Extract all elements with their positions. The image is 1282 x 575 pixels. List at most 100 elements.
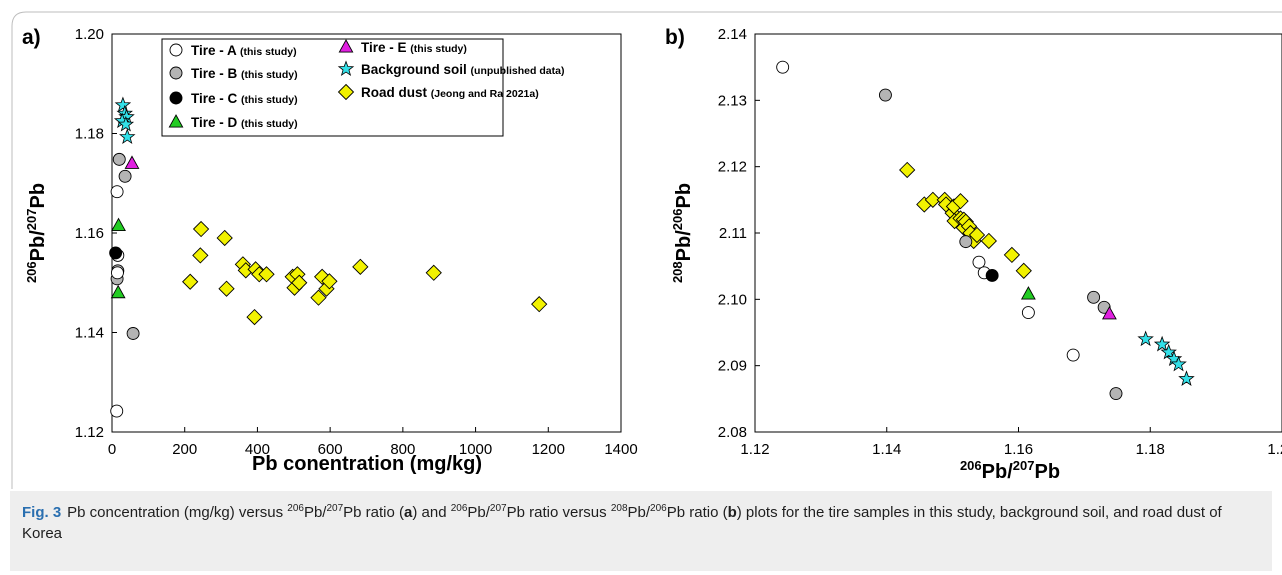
caption-text-9: ) plots for the tire samples in this stu… bbox=[22, 504, 1222, 542]
a-point-tireB bbox=[126, 327, 140, 340]
panel-b-y-axis-title-mid: Pb/ bbox=[673, 230, 695, 262]
b-point-dust bbox=[899, 161, 916, 179]
b-point-soil bbox=[1178, 370, 1195, 386]
a-point-dust bbox=[258, 266, 275, 283]
caption-text-4: ) and bbox=[412, 504, 451, 521]
a-point-soil bbox=[119, 128, 136, 144]
legend-label-tireB: Tire - B (this study) bbox=[191, 66, 298, 81]
b-y-tick-label: 2.11 bbox=[719, 225, 747, 242]
panel-a-x-axis-title: Pb conentration (mg/kg) bbox=[252, 453, 482, 475]
b-point-soil bbox=[1170, 355, 1187, 372]
legend-marker-dust bbox=[337, 83, 355, 101]
a-x-tick-label: 1200 bbox=[532, 441, 565, 458]
a-point-dust bbox=[218, 280, 235, 297]
a-y-tick-label: 1.18 bbox=[75, 126, 104, 143]
a-point-tireD bbox=[111, 217, 126, 232]
panel-a-y-axis: 1.12 1.14 1.16 1.18 1.20 bbox=[75, 26, 117, 441]
a-point-dust bbox=[291, 274, 308, 291]
b-point-dust bbox=[1003, 246, 1021, 264]
panel-b-x-axis-title-mid: Pb/ bbox=[982, 461, 1014, 483]
b-point-tireB bbox=[1109, 387, 1123, 400]
b-y-tick-label: 2.12 bbox=[718, 159, 747, 176]
caption-sup-2: 207 bbox=[326, 503, 344, 514]
a-y-tick-label: 1.16 bbox=[75, 225, 104, 242]
b-point-tireA bbox=[1066, 348, 1080, 362]
caption-text-2: Pb/ bbox=[303, 504, 327, 521]
panel-a-y-axis-title-sup2: 207 bbox=[24, 209, 39, 231]
caption-text-5: Pb/ bbox=[467, 504, 490, 521]
legend-label-note: (unpublished data) bbox=[471, 65, 565, 77]
a-point-tireA bbox=[111, 266, 124, 280]
a-point-dust bbox=[192, 220, 210, 238]
legend-marker-tireE bbox=[338, 39, 354, 53]
caption-text-7: Pb/ bbox=[627, 504, 651, 521]
b-y-tick-label: 2.09 bbox=[718, 358, 747, 375]
legend-label-name: Tire - E bbox=[361, 40, 410, 55]
a-point-soil bbox=[117, 115, 135, 132]
caption-text-6: Pb ratio versus bbox=[506, 504, 611, 521]
caption-sup-5: 208 bbox=[610, 503, 628, 514]
panel-b-y-axis-title-sup2: 206 bbox=[670, 209, 685, 231]
panel-a: a) 1.12 1.14 1.16 1.18 1.20 0 200 400 600 800 100… bbox=[22, 26, 638, 475]
b-y-tick-label: 2.08 bbox=[718, 424, 747, 441]
panel-b-x-axis: 1.12 1.14 1.16 1.18 1.20 bbox=[740, 427, 1282, 458]
a-point-tireA bbox=[110, 404, 124, 418]
panel-b-x-axis-title-end: Pb bbox=[1034, 461, 1060, 483]
a-point-dust bbox=[352, 258, 369, 275]
a-point-dust bbox=[192, 247, 209, 264]
caption-panel-b-ref: b bbox=[727, 504, 737, 521]
caption-sup-4: 207 bbox=[489, 503, 507, 514]
b-point-dust bbox=[968, 226, 986, 244]
a-x-tick-label: 800 bbox=[390, 441, 415, 458]
legend-marker-tireC bbox=[169, 91, 183, 105]
b-y-tick-label: 2.14 bbox=[718, 26, 747, 43]
a-x-tick-label: 600 bbox=[318, 441, 343, 458]
caption-sup-1: 206 bbox=[287, 503, 304, 514]
b-x-tick-label: 1.12 bbox=[740, 441, 769, 458]
caption-text-1: Pb concentration (mg/kg) versus bbox=[67, 504, 288, 521]
b-x-tick-label: 1.14 bbox=[872, 441, 901, 458]
legend-label-name: Tire - B bbox=[191, 66, 241, 81]
b-point-dust bbox=[924, 191, 941, 208]
panel-b-data-points bbox=[776, 60, 1195, 400]
b-point-tireB bbox=[878, 88, 892, 102]
legend-label-note: (this study) bbox=[410, 43, 467, 55]
b-y-tick-label: 2.13 bbox=[718, 92, 747, 109]
a-point-dust bbox=[216, 229, 233, 247]
b-point-tireB bbox=[959, 235, 973, 249]
legend-label-tireE: Tire - E (this study) bbox=[361, 40, 467, 55]
b-point-tireA bbox=[1021, 306, 1035, 320]
legend-label-tireA: Tire - A (this study) bbox=[191, 43, 297, 58]
b-point-soil bbox=[1160, 343, 1177, 360]
panel-a-y-axis-title: 206Pb/207Pb bbox=[24, 183, 49, 283]
panel-a-y-axis-title-end: Pb bbox=[27, 183, 49, 209]
panel-b-x-axis-title: 206Pb/207Pb bbox=[960, 458, 1060, 483]
a-point-dust bbox=[182, 273, 199, 290]
a-x-tick-label: 1400 bbox=[604, 441, 637, 458]
a-x-tick-label: 400 bbox=[245, 441, 270, 458]
b-x-tick-label: 1.20 bbox=[1267, 441, 1282, 458]
legend-label-name: Background soil bbox=[361, 62, 471, 77]
legend-label-dust: Road dust (Jeong and Ra 2021a) bbox=[361, 85, 539, 100]
caption-text-3: Pb ratio ( bbox=[343, 504, 405, 521]
panel-a-label: a) bbox=[22, 26, 41, 49]
figure-number: Fig. 3 bbox=[22, 504, 62, 521]
a-point-dust bbox=[310, 289, 327, 306]
b-point-tireE bbox=[1101, 305, 1117, 320]
a-point-dust bbox=[321, 273, 338, 290]
b-x-tick-label: 1.16 bbox=[1004, 441, 1033, 458]
a-point-tireC bbox=[109, 246, 123, 260]
panel-a-y-axis-title-sup1: 206 bbox=[24, 261, 39, 283]
a-point-dust bbox=[531, 296, 548, 313]
legend-label-soil: Background soil (unpublished data) bbox=[361, 62, 564, 77]
a-point-tireB bbox=[112, 152, 126, 166]
legend-label-name: Tire - D bbox=[191, 115, 241, 130]
legend-marker-tireD bbox=[168, 114, 184, 128]
caption-text-8: Pb ratio ( bbox=[666, 504, 728, 521]
a-x-tick-label: 1000 bbox=[459, 441, 492, 458]
a-point-dust bbox=[246, 308, 263, 326]
a-point-dust bbox=[425, 264, 442, 281]
legend-box bbox=[161, 38, 504, 137]
a-y-tick-label: 1.20 bbox=[75, 26, 104, 43]
b-point-soil bbox=[1153, 335, 1171, 352]
